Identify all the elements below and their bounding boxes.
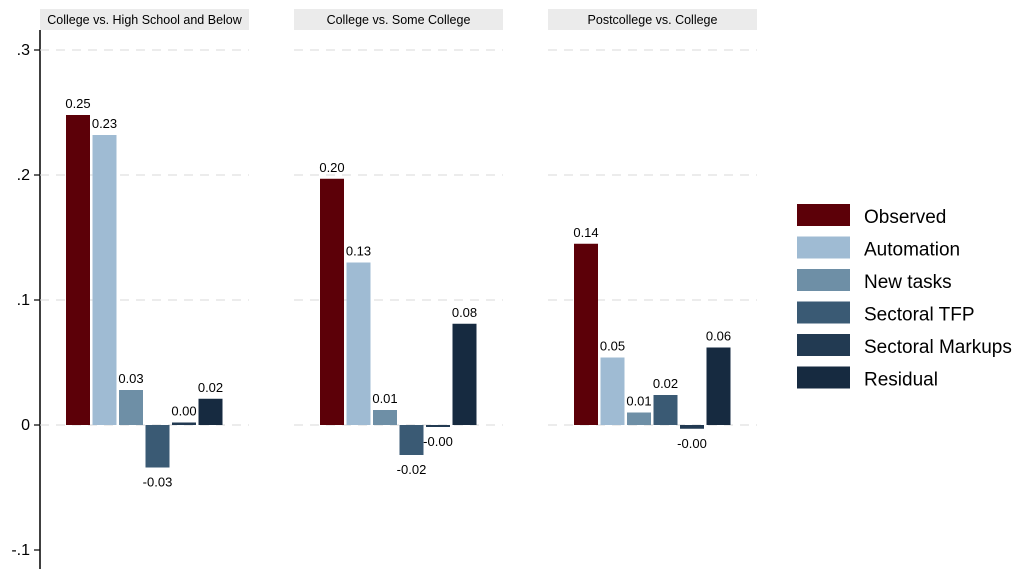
legend-swatch <box>797 334 850 356</box>
bar <box>66 115 90 425</box>
bar-value-label: 0.08 <box>452 305 477 320</box>
bar <box>680 425 704 429</box>
chart-panels: College vs. High School and Below0.250.2… <box>40 9 757 490</box>
bar <box>119 390 143 425</box>
bar-value-label: 0.03 <box>118 371 143 386</box>
bar-value-label: 0.06 <box>706 329 731 344</box>
bar <box>373 410 397 425</box>
panel: Postcollege vs. College 0.14 0.05 0.010.02 -… <box>548 9 757 451</box>
panel-title: College vs. Some College <box>327 13 471 27</box>
bar-value-label: 0.00 <box>171 404 196 419</box>
bar <box>627 412 651 425</box>
panel-title: Postcollege vs. College <box>588 13 718 27</box>
bar <box>92 135 117 425</box>
panel: College vs. High School and Below 0.250.2… <box>40 9 249 490</box>
bar <box>320 178 344 425</box>
legend-label: Observed <box>864 207 946 228</box>
panel-title-strip <box>294 9 503 30</box>
bar <box>346 262 371 425</box>
bar-value-label: 0.20 <box>319 160 344 175</box>
y-tick-label: .1 <box>17 292 30 309</box>
legend-item: Observed <box>797 204 946 228</box>
bar-value-label: -0.03 <box>143 475 173 490</box>
panel-title: College vs. High School and Below <box>47 13 243 27</box>
bar-value-label: 0.13 <box>346 244 371 259</box>
bar <box>706 347 731 425</box>
legend-label: Automation <box>864 240 960 261</box>
bar-value-label: 0.25 <box>65 96 90 111</box>
bar <box>452 323 477 425</box>
bar-value-label: -0.00 <box>423 434 453 449</box>
panel-title-strip <box>548 9 757 30</box>
legend-item: Automation <box>797 236 960 261</box>
bar-value-label: 0.01 <box>372 391 397 406</box>
legend-label: New tasks <box>864 272 952 293</box>
bar-value-label: -0.00 <box>677 436 707 451</box>
panel-title-strip <box>40 9 249 30</box>
bar <box>653 395 678 425</box>
bar <box>145 425 170 468</box>
legend-swatch <box>797 269 850 291</box>
bar-value-label: 0.05 <box>600 339 625 354</box>
bar <box>198 398 223 425</box>
legend: Observed Automation New tasks Sectoral TFP S… <box>797 204 1012 391</box>
bar-value-label: 0.23 <box>92 116 117 131</box>
y-axis: .3 .2 .1 0 -.1 <box>11 30 41 569</box>
bar <box>399 425 424 455</box>
y-tick-label: .3 <box>17 42 30 59</box>
legend-swatch <box>797 366 850 389</box>
legend-label: Residual <box>864 370 938 391</box>
legend-item: New tasks <box>797 269 952 293</box>
y-tick-label: .2 <box>17 167 30 184</box>
bar-value-label: 0.01 <box>626 394 651 409</box>
bar <box>426 425 450 427</box>
bar-value-label: 0.14 <box>573 225 598 240</box>
bar <box>172 422 196 425</box>
legend-swatch <box>797 301 850 324</box>
y-tick-label: 0 <box>21 417 30 434</box>
legend-label: Sectoral TFP <box>864 305 975 326</box>
legend-swatch <box>797 236 850 259</box>
legend-label: Sectoral Markups <box>864 337 1012 358</box>
legend-item: Sectoral Markups <box>797 334 1012 358</box>
panel: College vs. Some College 0.20 0.13 0.01 -0.0… <box>294 9 503 477</box>
bar-value-label: 0.02 <box>653 376 678 391</box>
bar-value-label: 0.02 <box>198 380 223 395</box>
bar-value-label: -0.02 <box>397 462 427 477</box>
legend-item: Residual <box>797 366 938 391</box>
legend-swatch <box>797 204 850 226</box>
y-tick-label: -.1 <box>11 542 30 559</box>
legend-item: Sectoral TFP <box>797 301 975 326</box>
bar <box>600 357 625 425</box>
bar <box>574 243 598 425</box>
